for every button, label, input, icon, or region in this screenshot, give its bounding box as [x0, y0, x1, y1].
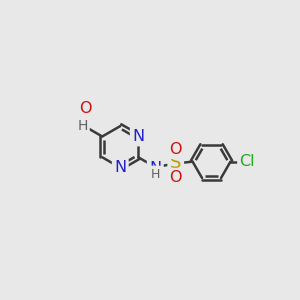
- Text: N: N: [149, 161, 161, 176]
- Text: Cl: Cl: [239, 154, 255, 169]
- Text: O: O: [169, 142, 182, 157]
- Text: H: H: [77, 118, 88, 133]
- Text: O: O: [169, 170, 182, 185]
- Text: N: N: [132, 129, 144, 144]
- Text: S: S: [170, 154, 182, 172]
- Text: N: N: [114, 160, 126, 175]
- Text: O: O: [79, 101, 92, 116]
- Text: H: H: [151, 167, 160, 181]
